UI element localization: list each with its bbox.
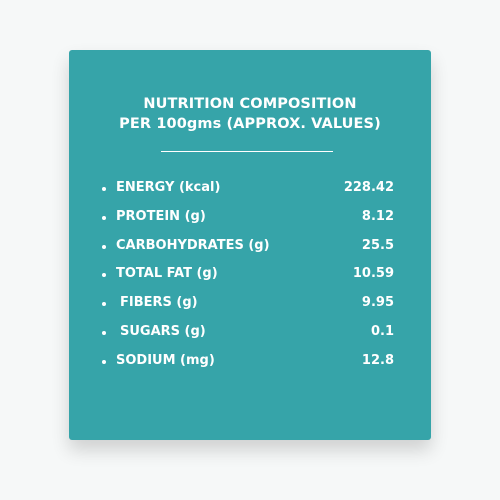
nutrient-value: 228.42 [343,180,394,195]
nutrition-card: NUTRITION COMPOSITION PER 100gms (APPROX… [69,50,431,440]
nutrient-label: SODIUM (mg) [116,352,215,368]
bullet-icon [102,359,106,364]
bullet-icon [102,187,106,191]
nutrient-value: 12.8 [361,352,394,368]
nutrient-label: SUGARS (g) [120,323,206,339]
nutrient-value: 25.5 [361,237,394,253]
nutrient-row-carbohydrates: CARBOHYDRATES (g) 25.5 [69,236,431,265]
nutrient-row-fibers: FIBERS (g) 9.95 [69,293,431,322]
bullet-icon [102,244,106,249]
bullet-icon [102,215,106,220]
nutrient-value: 9.95 [361,295,394,311]
nutrient-label: CARBOHYDRATES (g) [116,237,270,253]
title-divider [161,151,333,152]
bullet-icon [102,330,106,335]
nutrient-value: 8.12 [361,208,394,224]
bullet-icon [102,302,106,307]
nutrient-row-sodium: SODIUM (mg) 12.8 [69,351,431,380]
title-line-1: NUTRITION COMPOSITION [143,96,357,112]
bullet-icon [102,273,106,278]
nutrient-row-total-fat: TOTAL FAT (g) 10.59 [69,264,431,293]
nutrient-label: FIBERS (g) [120,295,198,311]
nutrient-label: TOTAL FAT (g) [116,266,218,282]
nutrient-row-energy: ENERGY (kcal) 228.42 [69,178,431,207]
nutrient-label: PROTEIN (g) [116,208,206,224]
nutrient-list: ENERGY (kcal) 228.42 PROTEIN (g) 8.12 CA… [69,178,431,380]
nutrient-value: 10.59 [352,266,394,282]
nutrient-row-protein: PROTEIN (g) 8.12 [69,207,431,236]
nutrient-label: ENERGY (kcal) [116,180,221,195]
nutrition-title: NUTRITION COMPOSITION PER 100gms (APPROX… [69,94,431,134]
title-line-2: PER 100gms (APPROX. VALUES) [119,116,381,132]
nutrient-value: 0.1 [370,323,394,339]
nutrient-row-sugars: SUGARS (g) 0.1 [69,322,431,351]
